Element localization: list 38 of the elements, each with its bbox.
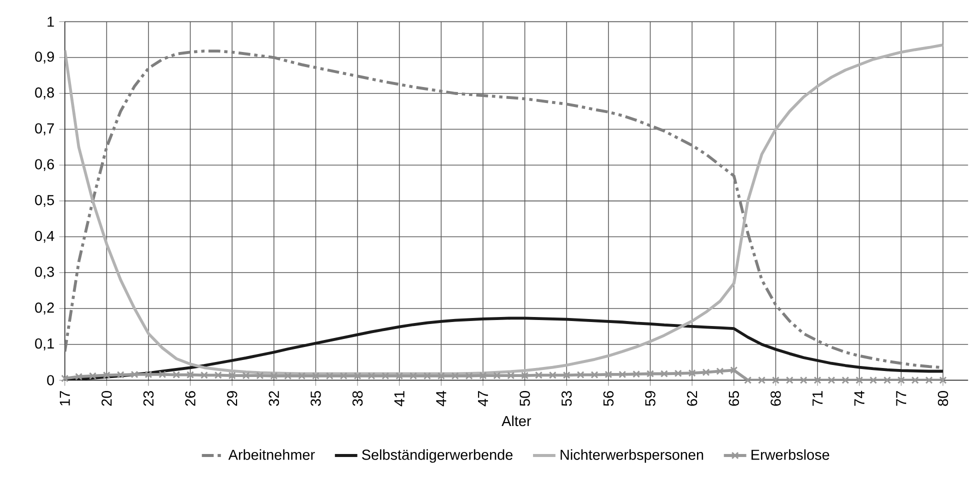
x-tick-label: 35	[310, 391, 321, 406]
x-tick-label: 17	[60, 391, 70, 406]
x-tick-label: 50	[520, 391, 530, 406]
y-tick-label: 0,2	[35, 302, 54, 315]
y-tick-label: 1	[48, 16, 54, 27]
x-tick-label: 77	[896, 391, 906, 406]
legend-label: Nichterwerbspersonen	[560, 449, 704, 463]
y-tick-label: 0,3	[35, 266, 54, 279]
x-tick-label: 41	[394, 391, 404, 406]
x-tick-label: 74	[854, 391, 864, 406]
x-tick-label: 71	[812, 391, 822, 406]
x-tick-label: 56	[603, 391, 614, 406]
legend-label: Erwerbslose	[752, 449, 830, 460]
legend-label: Arbeitnehmer	[228, 449, 315, 460]
x-tick-label: 68	[770, 391, 781, 406]
x-tick-label: 62	[686, 391, 698, 406]
x-tick-label: 29	[227, 391, 238, 406]
y-tick-label: 0,8	[35, 88, 54, 100]
x-tick-label: 23	[143, 391, 154, 406]
y-tick-label: 0,7	[35, 123, 54, 136]
x-tick-label: 44	[436, 391, 446, 406]
x-tick-label: 53	[562, 391, 572, 406]
y-tick-label: 0,1	[35, 338, 54, 350]
x-tick-label: 32	[268, 391, 280, 406]
x-axis-title: Alter	[502, 416, 532, 426]
x-tick-label: 38	[352, 391, 363, 406]
x-tick-label: 47	[478, 391, 488, 406]
x-tick-label: 80	[938, 391, 948, 406]
y-tick-label: 0	[47, 375, 54, 386]
y-tick-label: 0,9	[35, 52, 54, 64]
legend-label: Selbständigerwerbende	[362, 449, 513, 463]
y-tick-label: 0,4	[35, 230, 54, 243]
x-tick-label: 65	[728, 391, 740, 406]
x-tick-label: 26	[185, 391, 196, 406]
y-tick-label: 0,6	[35, 159, 54, 172]
x-tick-label: 20	[102, 391, 112, 406]
y-tick-label: 0,5	[35, 195, 54, 208]
x-tick-label: 59	[645, 391, 656, 406]
